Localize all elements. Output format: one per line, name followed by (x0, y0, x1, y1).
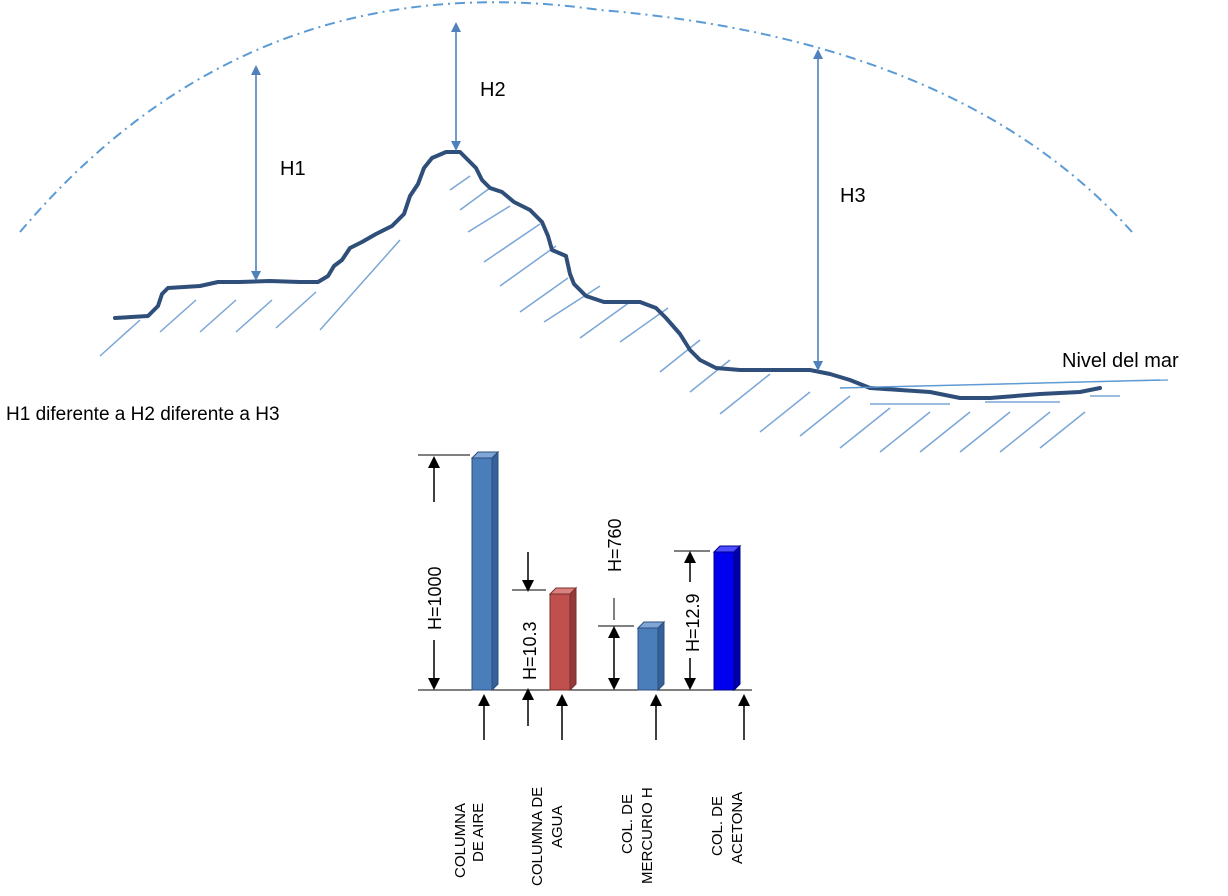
column-aire-label-line2: DE AIRE (470, 803, 487, 862)
column-agua-label-line2: AGUA (549, 805, 566, 848)
column-agua-label-line1: COLUMNA DE (529, 787, 546, 886)
column-acetona-label-line2: ACETONA (729, 792, 746, 864)
column-agua-height-label: H=10.3 (520, 621, 540, 680)
column-acetona-bar (712, 544, 742, 692)
column-aire-height-label: H=1000 (425, 566, 445, 630)
h3-label: H3 (840, 185, 866, 207)
column-aire-bar (470, 450, 500, 692)
column-mercurio-bar (636, 620, 666, 692)
h1-label: H1 (280, 158, 306, 180)
column-aire-label-line1: COLUMNA (452, 803, 469, 878)
column-agua-bar (548, 586, 578, 692)
sea-level-line (839, 379, 1169, 389)
column-mercurio-height-label: H=760 (605, 518, 625, 572)
column-acetona-label-line1: COL. DE (709, 796, 726, 856)
column-mercurio-label-line1: COL. DE (619, 794, 636, 854)
column-mercurio-label-line2: MERCURIO H (639, 787, 656, 884)
h2-label: H2 (480, 79, 506, 101)
terrain-profile (113, 150, 1102, 400)
column-acetona-height-label: H=12.9 (683, 593, 703, 652)
heights-statement: H1 diferente a H2 diferente a H3 (6, 404, 280, 425)
atmosphere-arc (19, 1, 1133, 233)
sea-level-label: Nivel del mar (1062, 350, 1179, 372)
